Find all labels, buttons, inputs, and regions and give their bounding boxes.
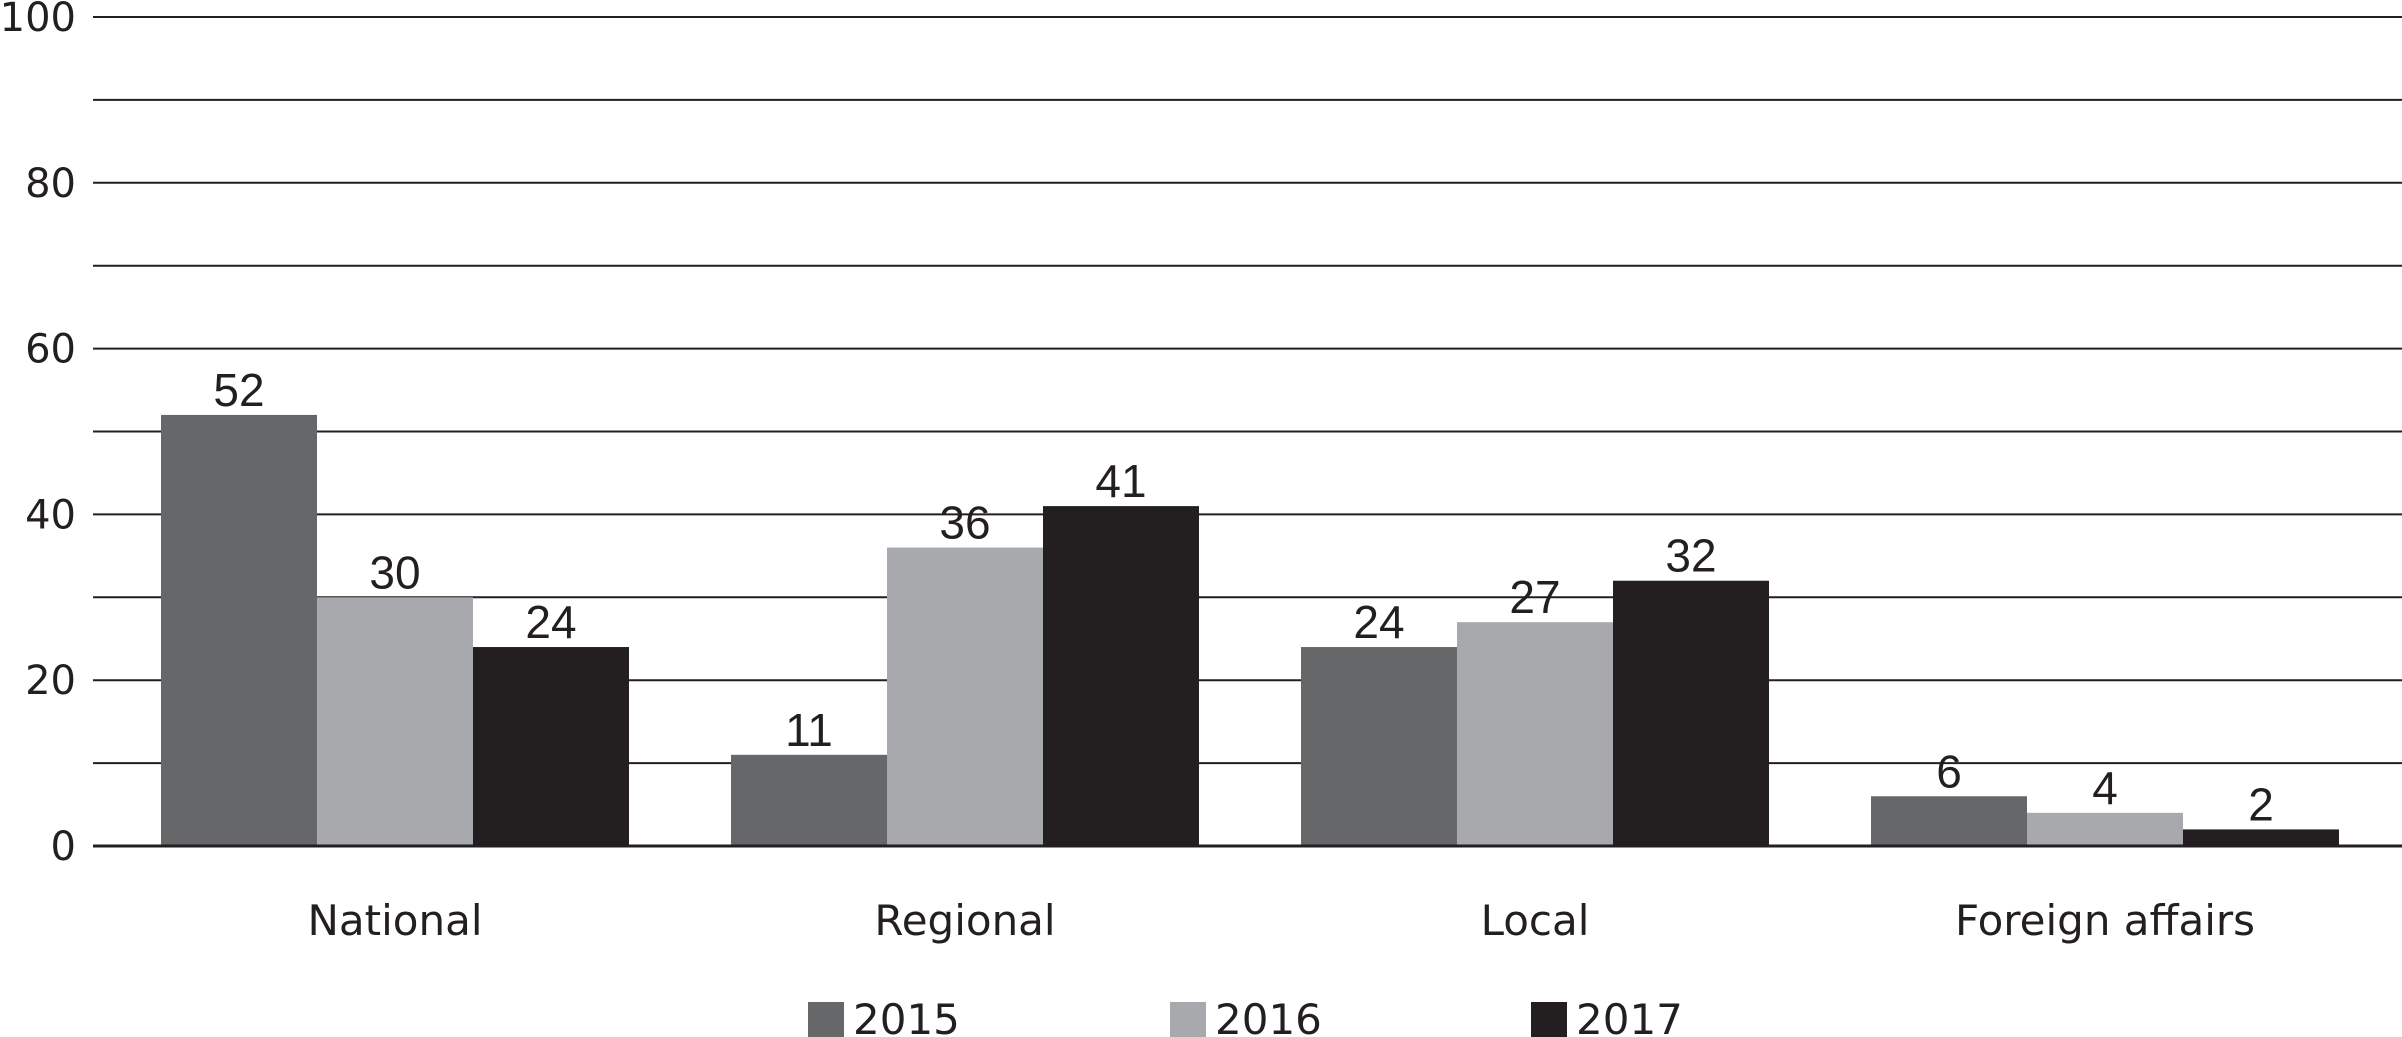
bars [161,414,2339,846]
bar-2016-national [317,597,473,846]
bar-2017-foreign-affairs [2183,829,2339,846]
category-label: Regional [874,896,1055,945]
category-label: National [307,896,482,945]
data-label: 30 [369,546,420,598]
category-label: Local [1481,896,1590,945]
legend-item-2017: 2017 [1531,995,1683,1037]
data-label: 2 [2248,778,2274,830]
bar-2017-national [473,647,629,846]
y-tick-label: 80 [25,161,76,207]
category-label: Foreign affairs [1955,896,2255,945]
legend-label: 2015 [853,995,960,1037]
data-label: 4 [2092,762,2118,814]
data-label: 11 [785,704,833,756]
legend-swatch [1170,1002,1206,1037]
data-label: 52 [213,364,264,416]
legend-label: 2016 [1215,995,1322,1037]
bar-2017-local [1613,580,1769,846]
data-label: 24 [525,596,576,648]
bar-2015-regional [731,754,887,846]
bar-2015-foreign-affairs [1871,796,2027,846]
bar-2016-regional [887,547,1043,846]
data-label: 24 [1353,596,1404,648]
legend: 2015 2016 2017 [808,995,1683,1037]
data-label: 41 [1095,455,1146,507]
legend-item-2016: 2016 [1170,995,1322,1037]
category-labels: National Regional Local Foreign affairs [307,896,2255,945]
data-label: 36 [939,497,990,549]
y-tick-label: 40 [25,492,76,538]
y-tick-label: 100 [0,0,76,41]
legend-swatch [808,1002,844,1037]
y-axis-ticks: 0 20 40 60 80 100 [0,0,76,870]
y-tick-label: 60 [25,327,76,373]
bar-2017-regional [1043,506,1199,846]
y-tick-label: 20 [25,658,76,704]
legend-item-2015: 2015 [808,995,960,1037]
bar-2015-national [161,414,317,846]
data-label: 27 [1509,571,1560,623]
bar-2016-local [1457,622,1613,846]
value-labels: 52 30 24 11 36 41 24 27 32 6 4 2 [213,364,2273,830]
data-label: 6 [1936,745,1962,797]
bar-2016-foreign-affairs [2027,812,2183,846]
legend-label: 2017 [1576,995,1683,1037]
bar-2015-local [1301,647,1457,846]
legend-swatch [1531,1002,1567,1037]
data-label: 32 [1665,530,1716,582]
y-tick-label: 0 [51,824,76,870]
